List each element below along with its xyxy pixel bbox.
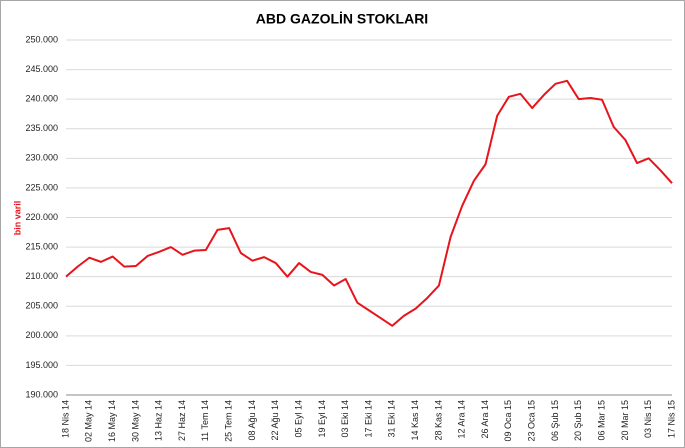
x-tick-label: 17 Nis 15 <box>666 400 676 438</box>
y-tick-label: 240.000 <box>25 94 58 104</box>
x-tick-label: 20 Mar 15 <box>620 400 630 441</box>
y-tick-label: 230.000 <box>25 153 58 163</box>
x-tick-label: 19 Eyl 14 <box>317 400 327 438</box>
y-tick-label: 200.000 <box>25 330 58 340</box>
x-tick-label: 16 May 14 <box>107 400 117 442</box>
x-tick-label: 30 May 14 <box>130 400 140 442</box>
y-tick-label: 210.000 <box>25 271 58 281</box>
x-tick-label: 18 Nis 14 <box>60 400 70 438</box>
x-tick-label: 13 Haz 14 <box>154 400 164 441</box>
x-tick-label: 08 Ağu 14 <box>247 400 257 441</box>
line-series <box>65 79 673 327</box>
x-tick-label: 09 Oca 15 <box>503 400 513 442</box>
x-tick-label: 02 May 14 <box>84 400 94 442</box>
x-tick-label: 20 Şub 15 <box>573 400 583 441</box>
x-tick-label: 22 Ağu 14 <box>270 400 280 441</box>
x-tick-label: 06 Mar 15 <box>596 400 606 441</box>
y-tick-label: 215.000 <box>25 241 58 251</box>
x-tick-label: 25 Tem 14 <box>224 400 234 442</box>
x-tick-label: 28 Kas 14 <box>433 400 443 441</box>
x-tick-label: 31 Eki 14 <box>387 400 397 438</box>
y-axis-label: bin varil <box>12 201 22 236</box>
x-tick-label: 26 Ara 14 <box>480 400 490 439</box>
y-tick-label: 250.000 <box>25 34 58 44</box>
x-tick-label: 05 Eyl 14 <box>293 400 303 438</box>
x-tick-label: 27 Haz 14 <box>177 400 187 441</box>
x-tick-label: 23 Oca 15 <box>527 400 537 442</box>
x-tick-label: 12 Ara 14 <box>457 400 467 439</box>
y-tick-label: 235.000 <box>25 123 58 133</box>
y-tick-label: 220.000 <box>25 212 58 222</box>
x-tick-label: 11 Tem 14 <box>200 400 210 441</box>
x-tick-label: 17 Eki 14 <box>363 400 373 438</box>
x-tick-label: 06 Şub 15 <box>550 400 560 441</box>
x-tick-label: 03 Eki 14 <box>340 400 350 438</box>
y-tick-label: 225.000 <box>25 182 58 192</box>
y-tick-label: 205.000 <box>25 301 58 311</box>
x-tick-label: 14 Kas 14 <box>410 400 420 441</box>
y-tick-label: 195.000 <box>25 360 58 370</box>
y-tick-label: 245.000 <box>25 64 58 74</box>
chart-title: ABD GAZOLİN STOKLARI <box>256 11 428 27</box>
y-tick-label: 190.000 <box>25 389 58 399</box>
x-tick-label: 03 Nis 15 <box>643 400 653 438</box>
